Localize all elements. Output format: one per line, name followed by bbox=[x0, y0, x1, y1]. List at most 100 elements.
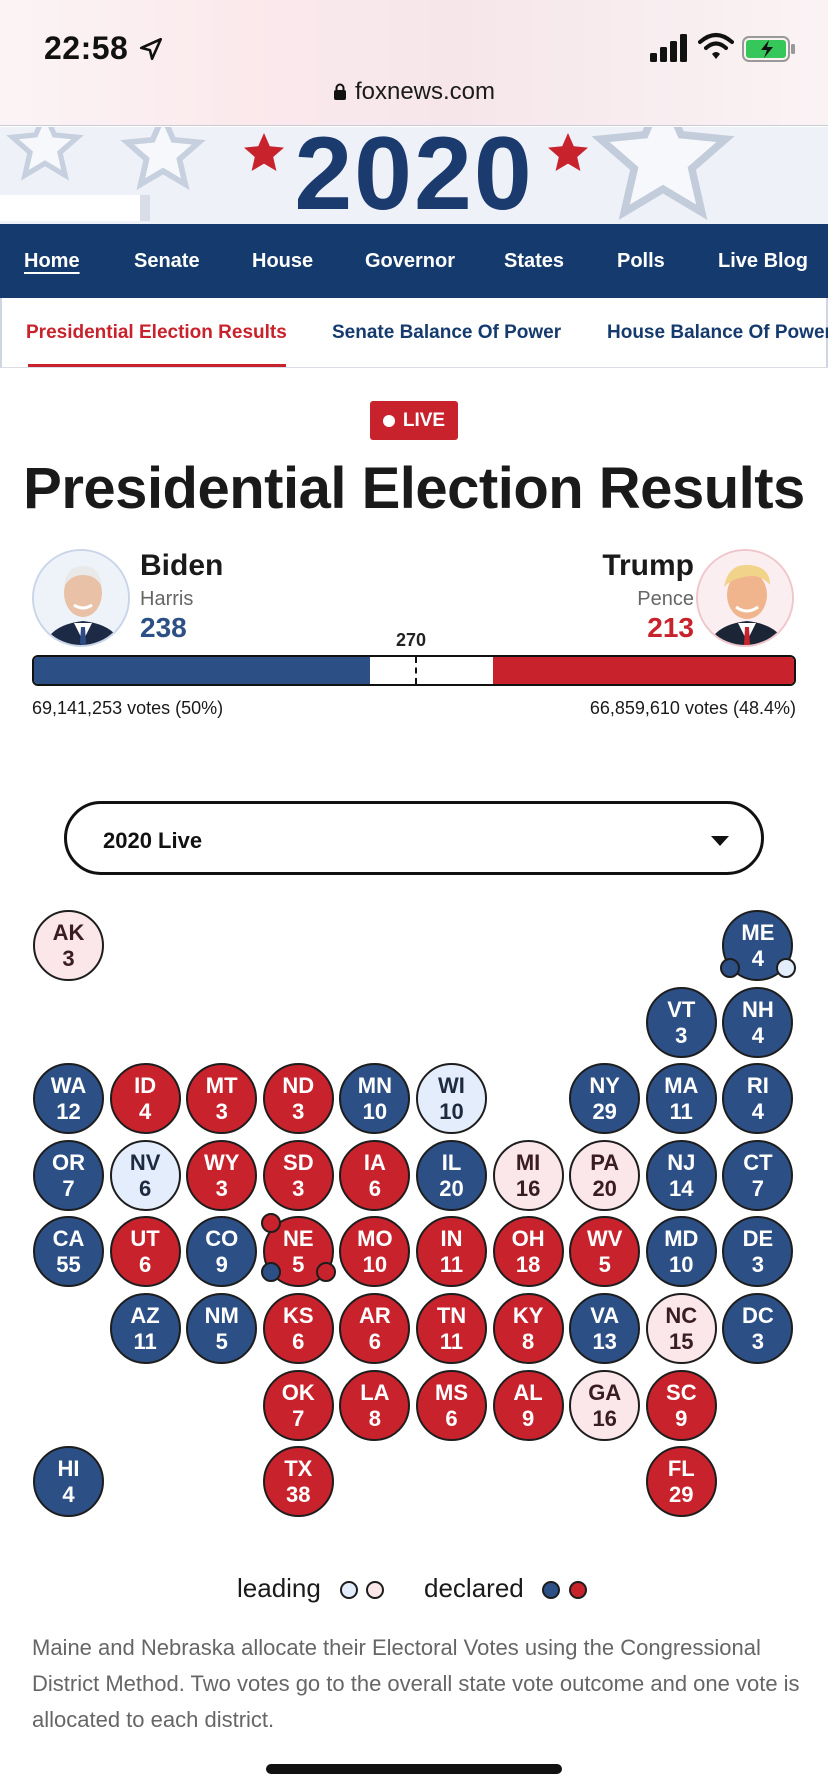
state-co[interactable]: CO 9 bbox=[186, 1216, 258, 1288]
state-ny[interactable]: NY 29 bbox=[569, 1063, 641, 1135]
nav-governor[interactable]: Governor bbox=[365, 250, 456, 272]
state-electoral-votes: 14 bbox=[669, 1175, 694, 1201]
state-ma[interactable]: MA 11 bbox=[645, 1063, 717, 1135]
state-sc[interactable]: SC 9 bbox=[645, 1369, 717, 1441]
state-electoral-votes: 20 bbox=[439, 1175, 464, 1201]
legend-declared-label: declared bbox=[424, 1573, 524, 1603]
state-ks[interactable]: KS 6 bbox=[262, 1293, 334, 1364]
state-ak[interactable]: AK 3 bbox=[33, 910, 104, 981]
state-wy[interactable]: WY 3 bbox=[186, 1139, 258, 1211]
year-select[interactable]: 2020 Live bbox=[64, 801, 764, 875]
live-badge: LIVE bbox=[370, 401, 458, 440]
state-fl[interactable]: FL 29 bbox=[645, 1446, 717, 1518]
state-dc[interactable]: DC 3 bbox=[722, 1293, 794, 1364]
state-de[interactable]: DE 3 bbox=[722, 1216, 794, 1288]
state-abbrev: KY bbox=[512, 1303, 544, 1328]
state-vt[interactable]: VT 3 bbox=[645, 986, 717, 1058]
nav-home[interactable]: Home bbox=[24, 250, 80, 272]
tab-house-balance[interactable]: House Balance Of Power bbox=[607, 322, 828, 343]
state-md[interactable]: MD 10 bbox=[645, 1216, 717, 1288]
state-abbrev: ND bbox=[282, 1073, 315, 1099]
state-al[interactable]: AL 9 bbox=[492, 1369, 564, 1441]
state-in[interactable]: IN 11 bbox=[416, 1216, 487, 1288]
state-mn[interactable]: MN 10 bbox=[339, 1063, 411, 1135]
state-il[interactable]: IL 20 bbox=[416, 1139, 487, 1211]
state-ct[interactable]: CT 7 bbox=[722, 1139, 794, 1211]
page-title: Presidential Election Results bbox=[23, 456, 805, 521]
nav-polls[interactable]: Polls bbox=[617, 250, 665, 272]
tab-senate-balance[interactable]: Senate Balance Of Power bbox=[332, 322, 562, 343]
state-va[interactable]: VA 13 bbox=[569, 1293, 641, 1364]
state-electoral-votes: 29 bbox=[592, 1099, 617, 1125]
state-ok[interactable]: OK 7 bbox=[262, 1369, 334, 1441]
nav-live-blog[interactable]: Live Blog bbox=[718, 250, 809, 272]
state-mo[interactable]: MO 10 bbox=[339, 1216, 411, 1288]
state-electoral-votes: 3 bbox=[292, 1175, 305, 1201]
state-abbrev: CT bbox=[743, 1149, 773, 1175]
state-ri[interactable]: RI 4 bbox=[722, 1063, 794, 1135]
tab-presidential-results[interactable]: Presidential Election Results bbox=[26, 322, 287, 343]
active-tab-indicator bbox=[28, 364, 286, 367]
state-wi[interactable]: WI 10 bbox=[416, 1063, 487, 1135]
location-arrow-icon bbox=[139, 37, 163, 61]
state-electoral-votes: 5 bbox=[598, 1252, 611, 1278]
state-electoral-votes: 11 bbox=[133, 1329, 157, 1354]
portrait-image bbox=[698, 551, 792, 645]
state-nm[interactable]: NM 5 bbox=[186, 1293, 258, 1364]
nav-states[interactable]: States bbox=[504, 250, 565, 272]
state-electoral-votes: 10 bbox=[669, 1252, 694, 1278]
banner-year: 2020 bbox=[294, 127, 534, 224]
rep-running-mate: Pence bbox=[637, 588, 694, 610]
state-ut[interactable]: UT 6 bbox=[109, 1216, 181, 1288]
dem-candidate-name: Biden bbox=[140, 549, 224, 582]
state-wv[interactable]: WV 5 bbox=[569, 1216, 641, 1288]
state-oh[interactable]: OH 18 bbox=[492, 1216, 564, 1288]
dem-electoral-votes: 238 bbox=[140, 612, 187, 643]
state-tx[interactable]: TX 38 bbox=[262, 1446, 334, 1518]
state-abbrev: WY bbox=[203, 1149, 240, 1175]
home-indicator[interactable] bbox=[266, 1764, 562, 1774]
state-abbrev: AZ bbox=[130, 1303, 160, 1328]
star-icon bbox=[244, 133, 284, 171]
state-az[interactable]: AZ 11 bbox=[109, 1293, 181, 1364]
cellular-signal-icon bbox=[650, 34, 687, 62]
state-electoral-votes: 6 bbox=[368, 1175, 382, 1201]
state-ga[interactable]: GA 16 bbox=[569, 1369, 641, 1441]
state-or[interactable]: OR 7 bbox=[33, 1139, 104, 1211]
state-mt[interactable]: MT 3 bbox=[186, 1063, 258, 1135]
state-abbrev: DE bbox=[742, 1226, 774, 1252]
state-ky[interactable]: KY 8 bbox=[492, 1293, 564, 1364]
state-electoral-votes: 7 bbox=[751, 1175, 765, 1201]
state-ca[interactable]: CA 55 bbox=[33, 1216, 104, 1288]
state-tn[interactable]: TN 11 bbox=[416, 1293, 487, 1364]
state-hi[interactable]: HI 4 bbox=[33, 1446, 104, 1518]
state-abbrev: AR bbox=[359, 1303, 391, 1328]
state-nh[interactable]: NH 4 bbox=[722, 986, 794, 1058]
url-bar[interactable]: foxnews.com bbox=[0, 78, 828, 106]
state-nc[interactable]: NC 15 bbox=[645, 1293, 717, 1364]
state-electoral-votes: 3 bbox=[62, 946, 75, 971]
state-me[interactable]: ME 4 bbox=[722, 910, 794, 981]
state-mi[interactable]: MI 16 bbox=[492, 1139, 564, 1211]
state-abbrev: IL bbox=[441, 1149, 462, 1175]
legend-rep-declared-dot bbox=[569, 1581, 587, 1599]
nav-senate[interactable]: Senate bbox=[134, 250, 200, 272]
state-id[interactable]: ID 4 bbox=[109, 1063, 181, 1135]
state-abbrev: VT bbox=[667, 996, 696, 1022]
state-ms[interactable]: MS 6 bbox=[416, 1369, 487, 1441]
state-nd[interactable]: ND 3 bbox=[262, 1063, 334, 1135]
state-nv[interactable]: NV 6 bbox=[109, 1139, 181, 1211]
state-electoral-votes: 16 bbox=[515, 1175, 541, 1201]
state-ar[interactable]: AR 6 bbox=[339, 1293, 411, 1364]
state-pa[interactable]: PA 20 bbox=[569, 1139, 641, 1211]
state-sd[interactable]: SD 3 bbox=[262, 1139, 334, 1211]
nav-house[interactable]: House bbox=[252, 250, 314, 272]
state-wa[interactable]: WA 12 bbox=[33, 1063, 104, 1135]
state-nj[interactable]: NJ 14 bbox=[645, 1139, 717, 1211]
state-la[interactable]: LA 8 bbox=[339, 1369, 411, 1441]
state-electoral-votes: 10 bbox=[362, 1099, 388, 1125]
state-ia[interactable]: IA 6 bbox=[339, 1139, 411, 1211]
state-abbrev: SD bbox=[283, 1149, 314, 1175]
banner-strip bbox=[0, 195, 150, 221]
live-dot-icon bbox=[382, 414, 395, 427]
